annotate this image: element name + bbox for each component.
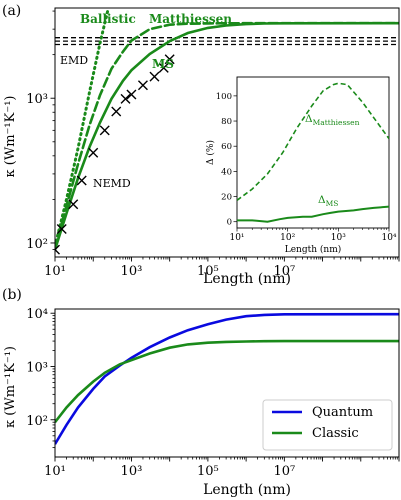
nemd-marker [88,147,99,158]
nemd-marker [99,125,110,136]
inset-label-matthiessen-sub: Matthiessen [313,118,360,127]
series-classic-line [55,339,399,424]
inset-x-tick-label: 10³ [331,233,346,243]
inset-y-tick-label: 80 [221,117,232,127]
x-tick-label: 10⁷ [273,264,295,279]
legend: Quantum Classic [262,399,393,451]
plot-area-b [55,312,399,445]
y-tick-label: 10⁴ [26,307,48,322]
x-tick-label: 10⁷ [273,464,295,479]
inset-x-label: Length (nm) [285,244,342,255]
inset-frame [236,76,390,229]
panel-label-a: (a) [2,3,21,19]
x-tick-label: 10³ [121,464,143,479]
x-tick-label: 10¹ [44,464,66,479]
inset-x-tick-label: 10¹ [229,233,244,243]
inset-x-tick-label: 10² [280,233,295,243]
series-ms-line [55,21,399,251]
inset: 10¹ 10² 10³ 10⁴ 0 20 40 60 80 100 Length (nm) Δ (%)… [205,76,397,255]
x-axis-label: Length (nm) [203,271,291,287]
nemd-marker [164,54,175,65]
y-axis-label: κ (Wm⁻¹K⁻¹) [3,346,18,428]
legend-label-classic: Classic [312,426,359,441]
y-tick-label: 10³ [26,92,48,107]
inset-y-tick-label: 100 [216,92,232,102]
panel-b: (b) 10¹ 10³ 10⁵ 10⁷ 10² 10³ 10⁴ Length (nm) κ (Wm… [2,287,400,498]
nemd-marker [120,93,131,104]
nemd-marker [126,89,137,100]
nemd-marker [149,71,160,82]
y-axis-label: κ (Wm⁻¹K⁻¹) [3,96,18,178]
nemd-marker [68,199,79,210]
nemd-marker [158,62,169,73]
inset-y-tick-label: 60 [221,142,232,152]
inset-y-label: Δ (%) [205,140,216,165]
inset-y-tick-label: 20 [221,193,232,203]
inset-label-ms: ΔMS [318,194,338,208]
legend-label-quantum: Quantum [312,405,373,420]
nemd-marker [76,175,87,186]
y-tick-label: 10³ [26,360,48,375]
inset-y-tick-label: 40 [221,167,232,177]
label-emd: EMD [60,54,88,67]
label-matthiessen: Matthiessen [149,12,232,26]
x-tick-label: 10³ [121,264,143,279]
axes-frame-a [54,7,400,258]
nemd-marker [55,244,60,255]
inset-y-tick-label: 0 [227,218,232,228]
inset-label-matthiessen: ΔMatthiessen [305,113,360,127]
label-ballistic: Ballistic [80,12,136,26]
inset-ms-line [237,205,389,223]
x-tick-label: 10¹ [44,264,66,279]
label-ms: MS [152,57,174,71]
axes-frame-b [54,308,400,458]
inset-x-tick-label: 10⁴ [381,233,396,243]
y-tick-label: 10² [26,237,48,252]
nemd-marker [56,223,67,234]
y-tick-label: 10² [26,414,48,429]
label-nemd: NEMD [93,177,131,190]
series-quantum-line [55,312,399,445]
x-axis-label: Length (nm) [203,482,291,498]
series-matthiessen-line [55,21,399,250]
series-ballistic-line [55,8,110,248]
inset-label-ms-sub: MS [326,199,339,208]
inset-matthiessen-line [237,82,389,201]
inset-plot-area [237,82,389,223]
inset-label-ms-main: Δ [318,194,326,206]
x-tick-label: 10⁵ [197,264,219,279]
nemd-marker [111,106,122,117]
panel-label-b: (b) [2,287,22,303]
x-tick-label: 10⁵ [197,464,219,479]
inset-label-matthiessen-main: Δ [305,113,313,125]
nemd-marker [137,80,148,91]
plot-area-a [55,8,399,255]
